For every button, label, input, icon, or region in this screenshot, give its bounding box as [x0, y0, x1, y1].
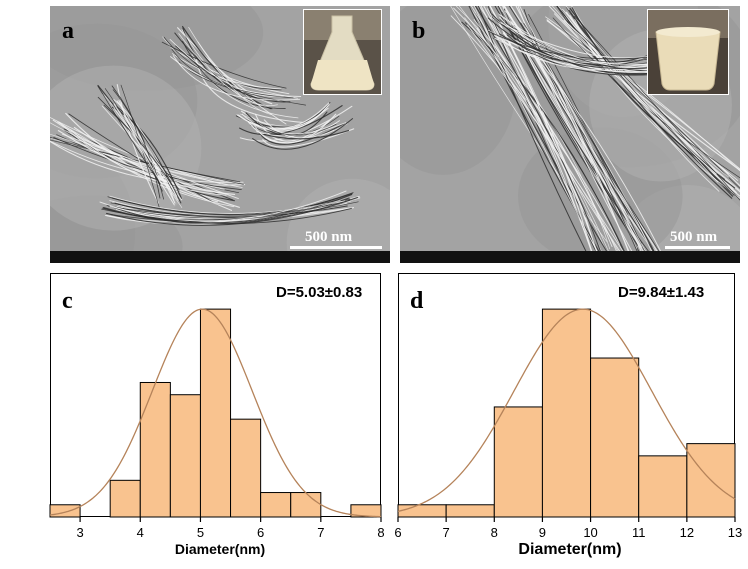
x-tick-label: 8 — [377, 525, 384, 540]
x-tick-label: 8 — [491, 525, 498, 540]
flask-photo-a — [303, 9, 382, 95]
histogram-bar — [109, 479, 141, 518]
tem-fibers-b — [400, 6, 740, 263]
x-tick-label: 9 — [539, 525, 546, 540]
x-tick-label: 5 — [197, 525, 204, 540]
histogram-bar — [260, 492, 292, 518]
histogram-bar — [638, 455, 688, 518]
histogram-bar — [445, 504, 495, 518]
histogram-bar — [590, 357, 640, 518]
x-tick-label: 3 — [76, 525, 83, 540]
histogram-bar — [350, 504, 382, 518]
tem-footer-b — [400, 251, 740, 263]
scale-bar-b — [665, 246, 730, 249]
panel-label-a: a — [62, 18, 74, 44]
panel-label-d: d — [410, 288, 424, 314]
histogram-bar — [139, 381, 171, 518]
x-tick-label: 7 — [443, 525, 450, 540]
x-tick-label: 7 — [317, 525, 324, 540]
x-axis-label-d: Diameter(nm) — [518, 541, 622, 558]
histogram-bar — [199, 308, 232, 518]
x-tick-label: 11 — [632, 525, 646, 540]
x-tick-label: 6 — [394, 525, 401, 540]
stat-label-c: D=5.03±0.83 — [276, 284, 363, 301]
tem-image-b — [400, 6, 740, 263]
histogram-bar — [493, 406, 543, 518]
scale-label-a: 500 nm — [305, 229, 353, 245]
x-tick-label: 4 — [137, 525, 144, 540]
x-axis-label-c: Diameter(nm) — [174, 541, 266, 557]
panel-label-c: c — [62, 288, 73, 314]
histogram-c: 3 4 5 6 7 8 — [49, 308, 385, 540]
normal-fit-curve — [397, 308, 736, 512]
histogram-bar — [397, 504, 447, 518]
x-tick-label: 12 — [680, 525, 694, 540]
histogram-bar — [169, 394, 201, 518]
stat-label-d: D=9.84±1.43 — [618, 284, 705, 301]
histogram-bar — [290, 492, 322, 518]
normal-fit-curve — [49, 308, 382, 518]
histogram-bar — [230, 418, 262, 518]
panel-label-b: b — [412, 18, 426, 44]
flask-photo-b — [647, 9, 729, 95]
x-tick-label: 13 — [728, 525, 742, 540]
x-tick-label: 10 — [583, 525, 597, 540]
histogram-bar — [541, 308, 592, 518]
histogram-bar — [49, 504, 81, 518]
histogram-d: 6 7 8 9 10 11 12 13 — [394, 308, 742, 540]
tem-image-a — [50, 6, 390, 263]
x-tick-label: 6 — [257, 525, 264, 540]
tem-footer-a — [50, 251, 390, 263]
scale-bar-a — [290, 246, 382, 249]
scale-label-b: 500 nm — [670, 229, 718, 245]
